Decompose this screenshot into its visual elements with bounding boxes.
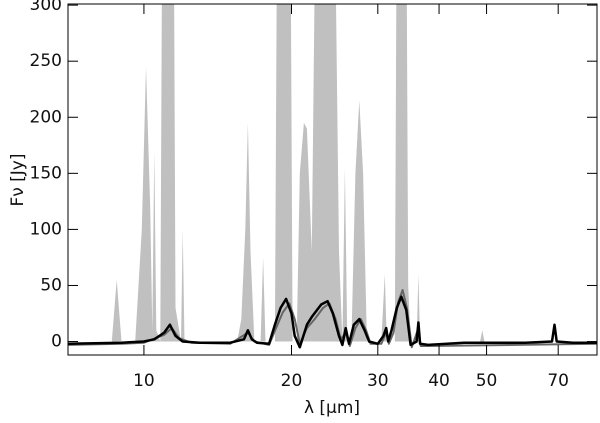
- x-axis-label: λ [μm]: [304, 398, 360, 418]
- y-tick-label: 300: [30, 0, 62, 15]
- x-tick-label: 50: [476, 371, 498, 391]
- y-tick-label: 200: [30, 107, 62, 127]
- line: [68, 295, 597, 349]
- y-axis-label: Fν [Jy]: [8, 153, 28, 206]
- y-tick-label: 150: [30, 163, 62, 183]
- axes-frame: [67, 3, 598, 356]
- x-tick-label: 70: [547, 371, 569, 391]
- x-tick-label: 20: [281, 371, 303, 391]
- y-tick-label: 0: [51, 332, 62, 352]
- area: [68, 4, 597, 342]
- x-tick-label: 10: [133, 371, 155, 391]
- x-tick-label: 40: [428, 371, 450, 391]
- y-tick-label: 100: [30, 219, 62, 239]
- x-tick-label: 30: [367, 371, 389, 391]
- y-tick-label: 50: [40, 275, 62, 295]
- y-tick-label: 250: [30, 51, 62, 71]
- plot-area: [68, 4, 597, 349]
